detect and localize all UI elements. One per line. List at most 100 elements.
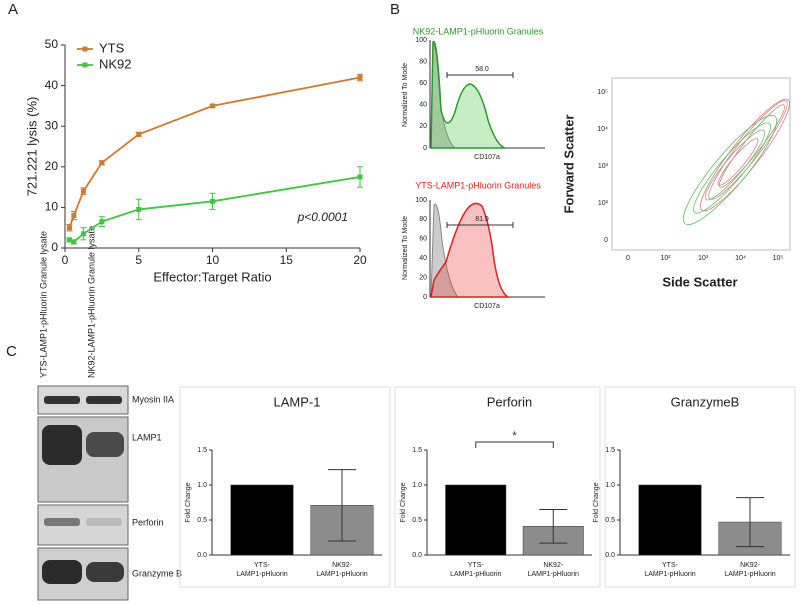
y-tick-label: 50 <box>45 37 59 51</box>
contour <box>700 98 790 212</box>
point <box>357 174 363 180</box>
x-tick-label: 10⁵ <box>773 255 784 262</box>
y-tick-label: 80 <box>419 58 427 65</box>
y-tick-label: 80 <box>419 216 427 223</box>
y-tick-label: 0.5 <box>412 517 422 524</box>
y-axis-label: 721.221 lysis (%) <box>24 97 39 197</box>
bar <box>445 484 507 556</box>
y-tick-label: 40 <box>45 78 59 92</box>
contour <box>717 138 759 186</box>
x-tick-label: YTS-LAMP1-pHluorin <box>236 562 287 578</box>
point <box>99 160 105 166</box>
error-bar <box>328 469 356 542</box>
y-axis-label: Normalized To Mode <box>402 216 409 280</box>
point <box>71 239 77 245</box>
band <box>86 518 122 526</box>
legend-marker <box>82 62 88 68</box>
band <box>86 396 122 404</box>
contour <box>708 100 788 200</box>
band-label: Granzyme B <box>132 568 182 578</box>
contour <box>693 122 771 214</box>
chart-title: GranzymeB <box>671 394 740 409</box>
y-tick-label: 0.0 <box>197 552 207 559</box>
y-tick-label: 1.5 <box>197 447 207 454</box>
point <box>210 103 215 109</box>
x-axis-label: Effector:Target Ratio <box>153 269 271 284</box>
gate <box>446 222 514 228</box>
chart-frame <box>604 386 796 588</box>
error-bar <box>736 497 764 548</box>
y-tick-label: 10 <box>45 200 59 214</box>
x-tick-label: 10 <box>206 253 220 267</box>
contour <box>682 114 778 226</box>
contour-plot: Side Scatter Forward Scatter 0 10² 10³ 10⁴ 1… <box>561 77 791 289</box>
band <box>86 432 124 457</box>
panel-letter: A <box>8 1 18 18</box>
panel-letter: C <box>6 343 17 360</box>
legend-label: YTS <box>99 40 125 55</box>
sample-curve <box>430 202 511 298</box>
histogram: YTS-LAMP1-pHluorin Granules 81.9 CD107a … <box>402 180 545 310</box>
annotation: * <box>512 430 517 442</box>
chart-title: Perforin <box>487 394 533 409</box>
y-tick-label: 0 <box>604 237 608 244</box>
y-tick-label: 0 <box>423 145 427 152</box>
y-tick-label: 1.5 <box>605 447 615 454</box>
point <box>357 74 363 80</box>
y-tick-label: 0 <box>51 240 58 254</box>
x-tick-label: NK92-LAMP1-pHluorin <box>528 562 579 578</box>
point <box>136 206 142 212</box>
y-axis-label: Fold Change <box>185 482 192 522</box>
x-axis-label: Side Scatter <box>662 274 737 289</box>
x-tick-label: YTS-LAMP1-pHluorin <box>450 562 501 578</box>
histogram: NK92-LAMP1-pHluorin Granules 58.0 CD107a… <box>402 26 545 161</box>
point <box>99 219 105 225</box>
y-tick-label: 40 <box>419 102 427 109</box>
chart-frame <box>179 386 391 588</box>
sample-curve <box>430 40 506 149</box>
plot-frame <box>611 77 791 251</box>
western-blot: YTS-LAMP1-pHluorin Granule lysate NK92-L… <box>37 226 182 601</box>
y-tick-label: 60 <box>419 236 427 243</box>
y-axis-label: Forward Scatter <box>561 115 576 214</box>
point <box>136 131 142 137</box>
band-label: Perforin <box>132 517 164 527</box>
gate <box>446 72 514 78</box>
histogram-title: YTS-LAMP1-pHluorin Granules <box>415 180 541 190</box>
x-axis-label: CD107a <box>474 303 500 310</box>
lane-label: NK92-LAMP1-pHluorin Granule lysate <box>86 226 96 378</box>
band <box>86 562 124 582</box>
contour <box>718 104 786 188</box>
y-tick-label: 20 <box>419 274 427 281</box>
y-tick-label: 100 <box>415 37 427 44</box>
point <box>66 225 72 231</box>
point <box>210 198 215 204</box>
y-tick-label: 10⁵ <box>597 89 608 96</box>
bar <box>230 484 294 556</box>
bar <box>638 484 702 556</box>
y-tick-label: 20 <box>419 123 427 130</box>
gate-label: 81.9 <box>475 216 489 223</box>
y-axis-label: Normalized To Mode <box>402 63 409 127</box>
band <box>42 560 82 584</box>
contour <box>704 129 766 201</box>
y-tick-label: 1.0 <box>197 482 207 489</box>
band-label: Myosin IIA <box>132 394 174 404</box>
x-axis-label: CD107a <box>474 154 500 161</box>
y-axis-label: Fold Change <box>593 482 600 522</box>
x-tick-label: 10⁴ <box>735 255 746 262</box>
x-tick-label: 5 <box>135 253 142 267</box>
y-tick-label: 0.5 <box>197 517 207 524</box>
histogram-title: NK92-LAMP1-pHluorin Granules <box>413 26 544 36</box>
annotation: p<0.0001 <box>297 210 348 224</box>
point <box>71 213 77 219</box>
error-bar <box>539 509 568 544</box>
band <box>44 396 80 404</box>
legend-label: NK92 <box>99 56 132 71</box>
series-line <box>68 76 361 229</box>
y-tick-label: 1.0 <box>412 482 422 489</box>
point <box>80 231 86 237</box>
y-tick-label: 10⁴ <box>597 126 608 133</box>
gate-label: 58.0 <box>475 66 489 73</box>
